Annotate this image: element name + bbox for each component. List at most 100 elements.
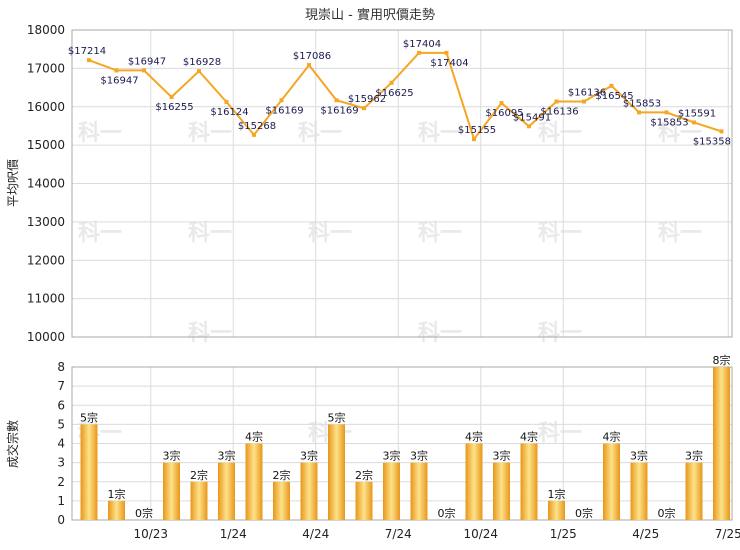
line-value-label: $16136: [568, 88, 606, 99]
bar: [548, 500, 565, 520]
top-y-tick-label: 17000: [27, 61, 65, 75]
top-y-tick-label: 16000: [27, 100, 65, 114]
top-y-tick-label: 11000: [27, 292, 65, 306]
watermark-text: 科一: [298, 121, 342, 146]
watermark-layer: 科一科一科一科一科一科一科一科一科一科一科一科一科一科一科一科一科一科一: [78, 121, 702, 446]
x-tick-label: 7/25: [715, 527, 740, 541]
line-marker: [472, 137, 476, 142]
x-tick-label: 7/24: [385, 527, 412, 541]
bar-value-label: 2宗: [273, 468, 291, 482]
line-value-label: $15962: [348, 94, 386, 105]
bottom-y-tick-label: 2: [57, 475, 65, 489]
line-value-label: $16947: [100, 75, 138, 86]
bar: [383, 462, 400, 520]
bottom-y-axis-ticks: 0 1 2 3 4 5 6 7 8: [57, 360, 65, 527]
line-value-label: $15853: [623, 98, 661, 109]
line-marker: [279, 98, 284, 103]
line-value-label: $15358: [693, 136, 731, 147]
bottom-y-tick-label: 7: [57, 379, 65, 393]
watermark-text: 科一: [538, 421, 582, 446]
line-marker: [664, 110, 669, 115]
bar-value-label: 3宗: [630, 449, 648, 463]
watermark-text: 科一: [658, 121, 702, 146]
watermark-text: 科一: [188, 321, 232, 346]
line-data-labels: $17214 $16947 $16947 $16255 $16928 $16124 $152…: [68, 39, 731, 148]
line-marker: [334, 98, 339, 103]
x-tick-label: 1/24: [220, 527, 247, 541]
line-value-label: $15268: [238, 121, 276, 132]
line-path: [88, 51, 722, 142]
line-value-label: $15853: [650, 117, 688, 128]
watermark-text: 科一: [418, 321, 462, 346]
bar: [355, 481, 373, 520]
line-marker: [637, 110, 641, 115]
line-marker: [224, 99, 229, 104]
watermark-text: 科一: [538, 321, 582, 346]
bar: [108, 500, 125, 520]
bar-value-label: 5宗: [80, 410, 98, 424]
bar: [218, 462, 235, 520]
top-plot-frame: [71, 29, 733, 338]
line-value-label: $17086: [293, 51, 331, 62]
line-marker: [527, 124, 531, 129]
bar: [603, 443, 620, 520]
bottom-y-tick-label: 1: [57, 494, 65, 508]
line-marker: [362, 106, 366, 111]
bar-value-label: 4宗: [245, 430, 263, 444]
x-tick-label: 10/23: [133, 527, 168, 541]
line-value-label: $16124: [210, 107, 248, 118]
top-y-axis-ticks: 10000 11000 12000 13000 14000 15000 16000 17000…: [27, 23, 65, 344]
watermark-text: 科一: [78, 221, 122, 246]
line-marker: [307, 63, 311, 68]
line-marker: [499, 101, 504, 106]
bar: [163, 462, 180, 520]
line-value-label: $15491: [513, 112, 551, 123]
bar: [273, 481, 290, 520]
watermark-text: 科一: [308, 221, 352, 246]
x-tick-label: 4/24: [302, 527, 329, 541]
bottom-y-tick-label: 0: [57, 513, 65, 527]
line-marker: [87, 58, 91, 63]
line-value-label: $17214: [68, 46, 106, 57]
bar-value-label: 4宗: [465, 430, 483, 444]
bottom-y-tick-label: 4: [57, 437, 65, 451]
line-value-label: $16947: [128, 56, 166, 67]
top-y-tick-label: 14000: [27, 177, 65, 191]
bar-data-labels: 5宗 1宗 0宗 3宗 2宗 3宗 4宗 2宗 3宗 5宗 2宗 3宗 3宗 0宗 4宗 3宗 4宗 1宗 0宗 4宗…: [80, 353, 731, 520]
top-y-axis-label: 平均呎價: [6, 159, 20, 207]
bar-value-label: 3宗: [300, 449, 318, 463]
bar-value-label: 3宗: [685, 449, 703, 463]
x-tick-label: 1/25: [550, 527, 577, 541]
line-series: [87, 50, 724, 142]
line-value-label: $16255: [155, 102, 193, 113]
bar-value-label: 1宗: [108, 487, 126, 501]
line-value-label: $16169: [265, 105, 303, 116]
bar-series: [80, 367, 730, 520]
line-marker: [114, 68, 119, 73]
line-value-label: $16169: [320, 105, 358, 116]
top-y-tick-label: 18000: [27, 23, 65, 37]
bar-value-label: 5宗: [328, 410, 346, 424]
bottom-y-tick-label: 6: [57, 398, 65, 412]
bar-value-label: 4宗: [603, 430, 621, 444]
line-value-label: $16136: [540, 107, 578, 118]
line-marker: [609, 83, 614, 88]
line-value-label: $17404: [403, 39, 441, 50]
line-value-label: $16545: [595, 91, 633, 102]
x-axis-ticks: 10/23 1/24 4/24 7/24 10/24 1/25 4/25 7/25: [133, 527, 740, 541]
bar-value-label: 0宗: [438, 506, 456, 520]
bar-value-label: 8宗: [713, 353, 731, 367]
line-marker: [444, 50, 449, 55]
line-marker: [252, 132, 256, 137]
line-marker: [719, 129, 724, 134]
bar-value-label: 3宗: [383, 449, 401, 463]
line-marker: [582, 99, 586, 104]
line-value-label: $17404: [430, 58, 468, 69]
watermark-text: 科一: [188, 221, 232, 246]
watermark-text: 科一: [418, 121, 462, 146]
watermark-text: 科一: [538, 121, 582, 146]
bar: [410, 462, 428, 520]
line-marker: [142, 68, 146, 73]
bar: [245, 443, 263, 520]
bar: [713, 367, 730, 520]
